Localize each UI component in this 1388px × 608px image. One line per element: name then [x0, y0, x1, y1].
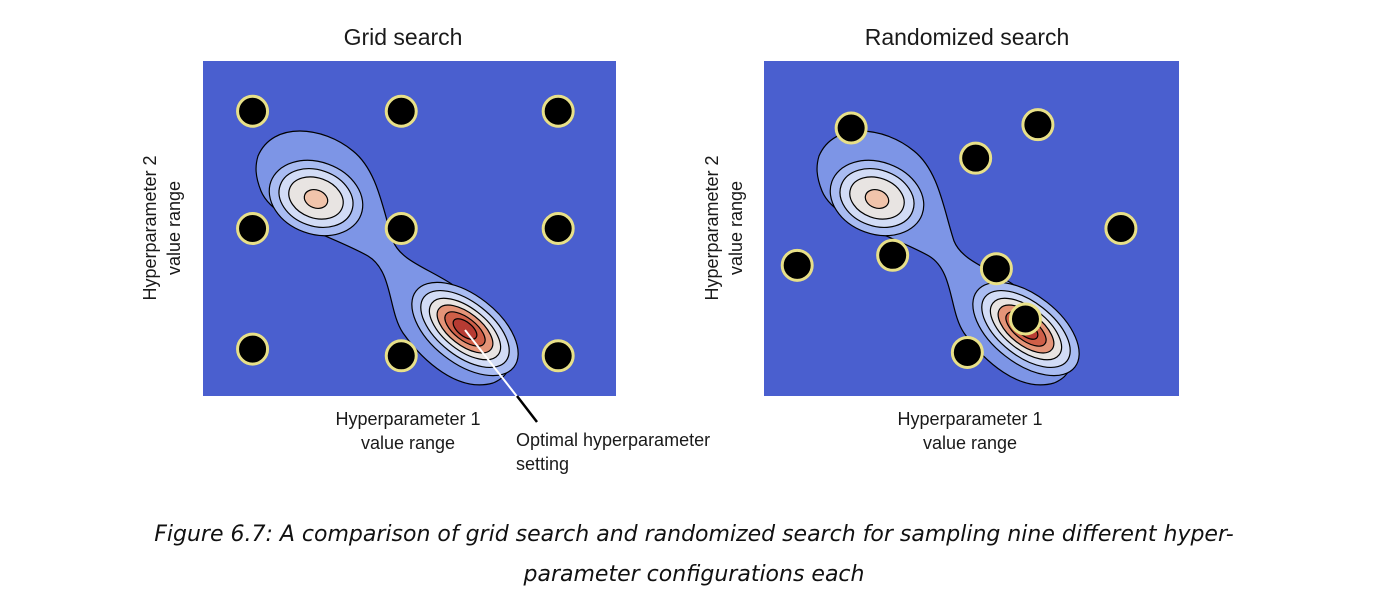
sample-point [384, 212, 418, 245]
contour-group [255, 130, 519, 386]
sample-point [950, 335, 984, 369]
optimal-setting-pointer [464, 329, 538, 423]
optimal-setting-label: Optimal hyperparameter setting [516, 430, 711, 474]
grid-y-axis-label: Hyperparameter 2 value range [140, 155, 184, 301]
sample-point [834, 111, 868, 145]
sample-point [979, 252, 1013, 286]
sample-point [541, 94, 575, 128]
grid-x-axis-label: Hyperparameter 1 value range [335, 409, 481, 453]
sample-point [1021, 108, 1055, 142]
sample-point [876, 238, 910, 272]
sample-point [1104, 212, 1138, 245]
grid-search-plot [203, 61, 616, 396]
figure-caption: Figure 6.7: A comparison of grid search … [154, 522, 1234, 587]
sample-point [959, 141, 993, 175]
grid-search-title: Grid search [343, 24, 463, 50]
sample-point [384, 339, 418, 373]
sample-point [236, 94, 270, 128]
sample-point [541, 339, 575, 373]
random-x-axis-label: Hyperparameter 1 value range [897, 409, 1043, 453]
sample-point [236, 212, 270, 245]
sample-point [1008, 302, 1042, 336]
contour-group [816, 130, 1080, 386]
contour-level-optimum-5 [452, 318, 478, 340]
sample-point [780, 248, 814, 282]
random-search-plot [764, 61, 1179, 396]
random-search-title: Randomized search [864, 24, 1070, 50]
random-y-axis-label: Hyperparameter 2 value range [702, 155, 746, 301]
sample-point [384, 94, 418, 128]
sample-point [541, 212, 575, 245]
sample-point [236, 332, 270, 366]
contour-level-upper-3 [303, 188, 329, 210]
contour-level-upper-3 [864, 188, 890, 210]
